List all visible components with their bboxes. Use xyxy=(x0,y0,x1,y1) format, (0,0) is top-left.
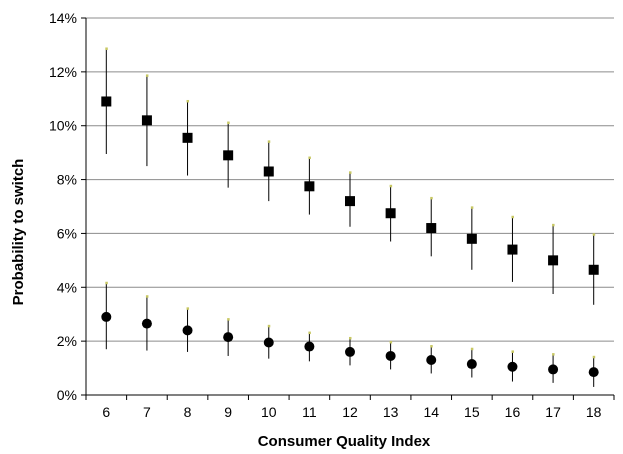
data-point xyxy=(548,364,559,375)
x-tick-label: 8 xyxy=(184,404,192,420)
error-bar-cap xyxy=(430,345,433,348)
data-point xyxy=(304,341,315,352)
error-bar-cap xyxy=(470,206,474,209)
y-tick-label: 14% xyxy=(49,10,77,26)
x-tick-label: 13 xyxy=(383,404,399,420)
data-point xyxy=(507,244,518,255)
data-point xyxy=(141,115,152,126)
x-tick-label: 7 xyxy=(143,404,151,420)
error-bar-cap xyxy=(308,331,311,335)
data-point xyxy=(385,208,396,219)
error-bar-cap xyxy=(552,353,555,356)
error-bar-cap xyxy=(552,223,555,227)
x-tick-label: 12 xyxy=(342,404,358,420)
data-point xyxy=(507,361,518,372)
error-bar-cap xyxy=(592,355,596,359)
error-bar-cap xyxy=(349,336,352,340)
error-bar-cap xyxy=(389,340,393,344)
x-tick-label: 17 xyxy=(545,404,561,420)
data-point xyxy=(223,332,234,343)
x-tick-label: 11 xyxy=(302,404,317,420)
data-point xyxy=(548,255,559,266)
y-tick-label: 0% xyxy=(57,387,77,403)
x-tick-label: 14 xyxy=(423,404,439,420)
y-tick-label: 8% xyxy=(57,172,77,188)
data-point xyxy=(385,350,396,361)
y-tick-label: 6% xyxy=(57,225,77,241)
error-bar-cap xyxy=(349,171,352,174)
data-point xyxy=(101,311,112,322)
data-point xyxy=(182,132,193,143)
data-point xyxy=(426,223,437,234)
error-bar-cap xyxy=(105,47,108,50)
y-axis-title: Probability to switch xyxy=(10,159,27,306)
x-tick-label: 10 xyxy=(261,404,277,420)
series xyxy=(101,47,599,387)
error-bar-cap xyxy=(105,281,108,285)
x-axis-title: Consumer Quality Index xyxy=(258,433,431,450)
error-bar-cap xyxy=(308,156,311,160)
gridlines xyxy=(86,17,614,342)
data-point xyxy=(426,354,437,365)
data-point xyxy=(466,233,477,244)
error-bar-cap xyxy=(470,347,474,351)
error-bar-cap xyxy=(511,350,514,353)
error-bar-cap xyxy=(145,74,149,77)
x-tick-label: 16 xyxy=(505,404,521,420)
x-tick-label: 9 xyxy=(224,404,232,420)
data-point xyxy=(588,367,599,378)
y-tick-label: 12% xyxy=(49,64,77,80)
y-tick-label: 4% xyxy=(57,279,77,295)
error-bar-cap xyxy=(186,99,190,103)
data-point xyxy=(182,325,193,336)
data-point xyxy=(263,166,274,177)
x-tick-label: 6 xyxy=(102,404,110,420)
error-bar-cap xyxy=(227,318,230,321)
error-bar-cap xyxy=(389,184,393,188)
series-1 xyxy=(101,47,599,305)
error-bar-cap xyxy=(430,196,433,200)
data-point xyxy=(223,150,234,161)
y-tick-label: 2% xyxy=(57,333,77,349)
error-bar-cap xyxy=(186,307,190,310)
error-bar-cap xyxy=(511,215,514,219)
data-point xyxy=(304,181,315,192)
data-point xyxy=(345,196,355,207)
data-point xyxy=(263,337,274,348)
y-tick-label: 10% xyxy=(49,118,77,134)
data-point xyxy=(101,96,112,107)
series-2 xyxy=(101,281,599,387)
x-tick-labels: 6 7 8 9 10 11 12 13 14 15 16 17 18 xyxy=(102,404,601,420)
error-bar-cap xyxy=(267,324,271,328)
error-bar-cap xyxy=(227,121,230,125)
x-tick-label: 18 xyxy=(586,404,602,420)
error-bar-cap xyxy=(267,140,271,143)
data-point xyxy=(141,318,152,329)
axes xyxy=(81,17,615,400)
y-tick-labels: 0% 2% 4% 6% 8% 10% 12% 14% xyxy=(49,10,77,403)
error-bar-cap xyxy=(592,233,596,236)
data-point xyxy=(588,264,599,275)
data-point xyxy=(466,359,477,370)
x-tick-label: 15 xyxy=(464,404,480,420)
error-bar-cap xyxy=(145,295,149,298)
data-point xyxy=(345,346,355,357)
